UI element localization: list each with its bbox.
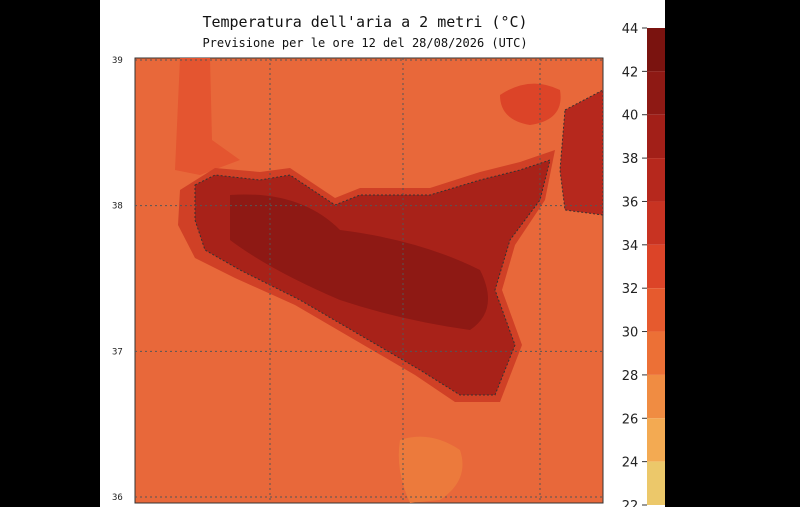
map	[134, 57, 604, 504]
colorbar-label: 26	[622, 412, 639, 427]
colorbar-swatch	[647, 288, 665, 332]
graticule	[135, 58, 603, 503]
hot-core	[230, 194, 488, 330]
lat-label: 36	[112, 493, 123, 503]
warm-area	[500, 83, 561, 125]
colorbar-swatch	[647, 331, 665, 375]
colorbar-label: 42	[622, 65, 639, 80]
colorbar-label: 24	[622, 456, 639, 471]
colorbar-label: 28	[622, 369, 639, 384]
colorbar-label: 44	[622, 22, 639, 37]
colorbar-swatch	[647, 374, 665, 419]
colorbar-swatch	[647, 418, 665, 462]
colorbar-label: 22	[622, 499, 639, 507]
colorbar-label: 30	[622, 326, 639, 341]
colorbar-swatch	[647, 71, 665, 115]
map-subtitle: Previsione per le ore 12 del 28/08/2026 …	[202, 36, 527, 50]
colorbar: 44 42 40 38 36 34 32 30 28 26 24 22	[622, 22, 665, 507]
lat-label: 37	[112, 347, 123, 357]
colorbar-swatch	[647, 158, 665, 202]
colorbar-label: 34	[622, 239, 639, 254]
colorbar-label: 32	[622, 282, 639, 297]
calabria	[559, 89, 604, 216]
colorbar-swatch	[647, 114, 665, 159]
map-title: Temperatura dell'aria a 2 metri (°C)	[202, 13, 527, 31]
colorbar-swatch	[647, 201, 665, 245]
colorbar-swatch	[647, 461, 665, 505]
lat-label: 39	[112, 56, 123, 66]
colorbar-label: 40	[622, 109, 639, 124]
colorbar-label: 38	[622, 152, 639, 167]
colorbar-swatch	[647, 244, 665, 289]
colorbar-swatch	[647, 28, 665, 72]
colorbar-label: 36	[622, 195, 639, 210]
cool-area	[398, 436, 463, 503]
warm-plume	[175, 58, 240, 175]
lat-label: 38	[112, 202, 123, 212]
